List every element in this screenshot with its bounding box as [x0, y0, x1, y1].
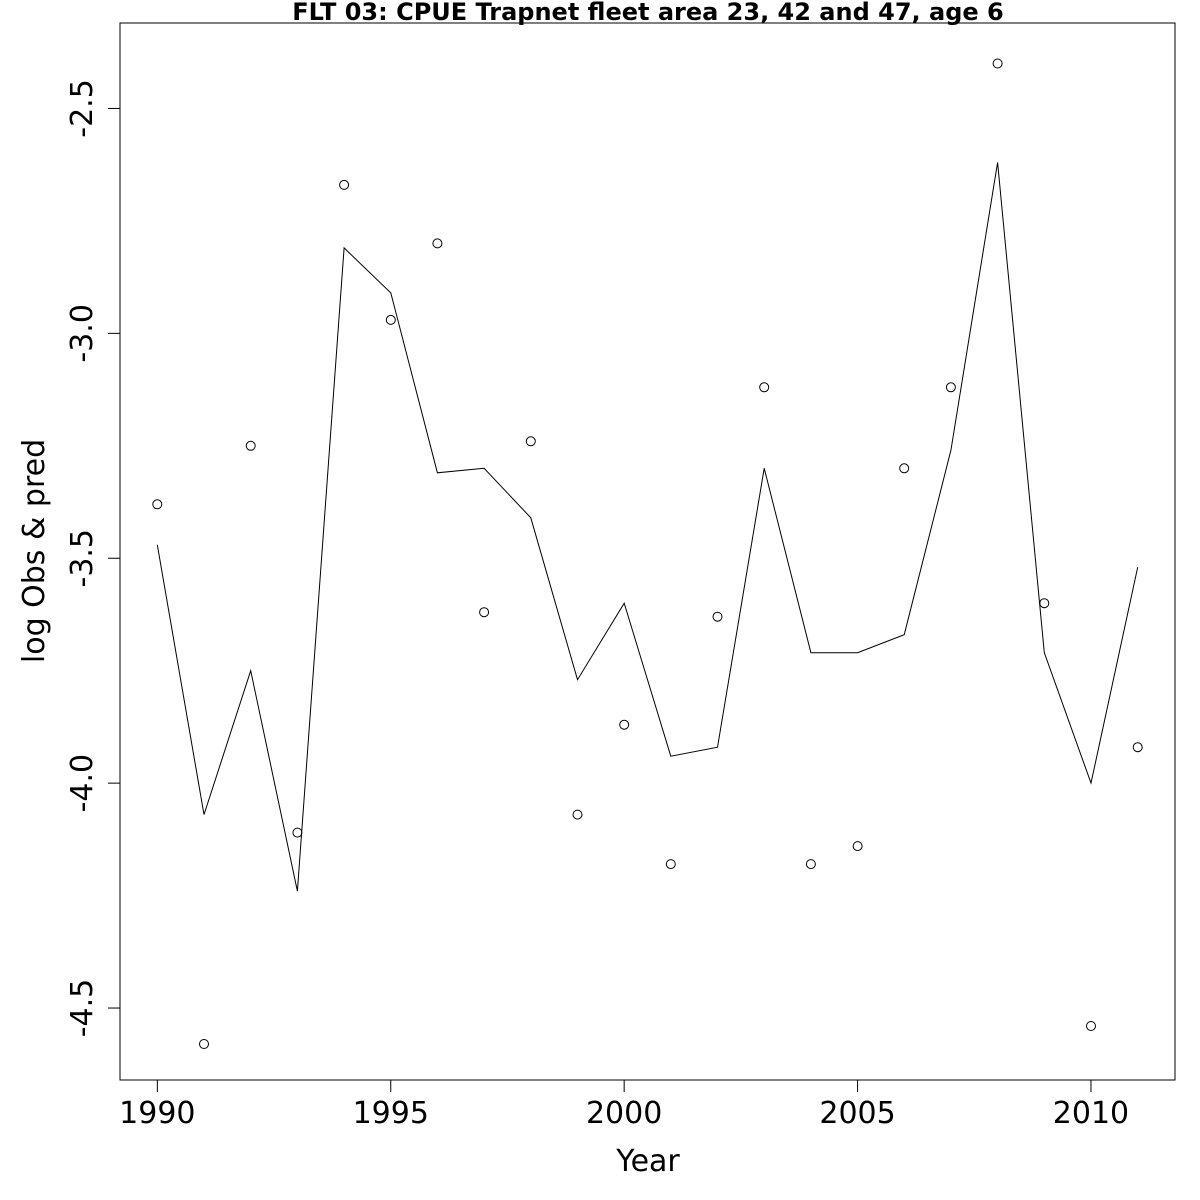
observed-point: [339, 179, 350, 190]
observed-point: [759, 382, 770, 393]
observed-point: [432, 238, 443, 249]
observed-point: [199, 1039, 209, 1049]
observed-point: [852, 841, 863, 852]
observed-point: [245, 440, 256, 451]
observed-point: [152, 499, 163, 510]
observed-point: [945, 382, 956, 393]
x-tick-label: 2000: [586, 1096, 662, 1131]
observed-point: [899, 463, 910, 474]
y-tick-label: -2.5: [65, 79, 100, 138]
y-tick-label: -4.5: [65, 979, 100, 1038]
observed-point: [572, 809, 583, 820]
observed-point: [525, 436, 536, 447]
observed-point: [992, 58, 1003, 69]
chart-title: FLT 03: CPUE Trapnet fleet area 23, 42 a…: [292, 0, 1003, 26]
plot-marks: [152, 58, 1143, 1049]
x-axis-label: Year: [615, 1144, 680, 1179]
observed-point: [665, 859, 676, 870]
y-tick-label: -3.5: [65, 529, 100, 588]
x-tick-label: 2010: [1053, 1096, 1129, 1131]
x-tick-label: 1995: [353, 1096, 429, 1131]
x-tick-label: 2005: [819, 1096, 895, 1131]
y-tick-label: -4.0: [65, 754, 100, 813]
y-axis-label: log Obs & pred: [17, 439, 52, 663]
predicted-line: [156, 162, 1139, 892]
observed-point: [1086, 1021, 1096, 1031]
y-tick-label: -3.0: [65, 304, 100, 363]
observed-point: [712, 611, 723, 622]
observed-point: [619, 719, 630, 730]
plot-frame: [119, 22, 1176, 1081]
observed-point: [1039, 598, 1050, 609]
x-tick-label: 1990: [119, 1096, 195, 1131]
observed-point: [385, 314, 396, 325]
observed-point: [1132, 742, 1143, 753]
y-axis: -4.5 -4.0 -3.5 -3.0 -2.5: [65, 79, 121, 1038]
observed-point: [805, 859, 816, 870]
observed-point: [479, 607, 490, 618]
observed-point: [292, 827, 303, 838]
x-axis: 1990 1995 2000 2005 2010: [119, 1079, 1129, 1131]
